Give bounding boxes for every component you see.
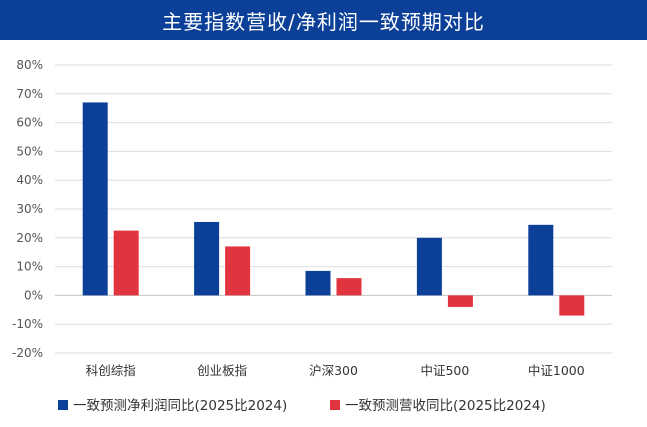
y-tick-label: 80% <box>16 58 43 72</box>
y-axis-tick-labels: -20% -10% 0% 10% 20% 30% 40% 50% 60% 70% 80% <box>12 58 43 360</box>
y-tick-label: 20% <box>16 231 43 245</box>
y-tick-label: -20% <box>12 346 43 360</box>
legend: 一致预测净利润同比(2025比2024) 一致预测营收同比(2025比2024) <box>58 398 546 414</box>
bar-revenue <box>559 295 585 316</box>
legend-swatch <box>58 400 68 410</box>
y-tick-label: 40% <box>16 173 43 187</box>
bar-net-profit <box>416 237 442 296</box>
chart-title: 主要指数营收/净利润一致预期对比 <box>162 9 485 34</box>
bar-net-profit <box>194 221 220 296</box>
x-axis-category-labels: 科创综指 创业板指 沪深300 中证500 中证1000 <box>86 363 585 378</box>
x-category-label: 创业板指 <box>197 363 247 378</box>
y-tick-label: 30% <box>16 202 43 216</box>
bar-net-profit <box>82 102 108 296</box>
x-category-label: 中证500 <box>420 363 469 378</box>
y-tick-label: 10% <box>16 260 43 274</box>
legend-label: 一致预测营收同比(2025比2024) <box>345 398 546 414</box>
bar-chart: -20% -10% 0% 10% 20% 30% 40% 50% 60% 70% 80% 科创综指 创… <box>12 58 612 414</box>
bar-revenue <box>225 246 251 296</box>
legend-label: 一致预测净利润同比(2025比2024) <box>73 398 287 414</box>
x-category-label: 科创综指 <box>86 363 136 378</box>
x-category-label: 中证1000 <box>528 363 585 378</box>
chart-title-bar: 主要指数营收/净利润一致预期对比 <box>0 0 647 40</box>
bar-revenue <box>113 230 139 296</box>
bar-revenue <box>447 295 473 307</box>
bar-net-profit <box>528 224 554 296</box>
y-tick-label: 0% <box>24 288 43 302</box>
legend-swatch <box>330 400 340 410</box>
gridlines <box>55 64 612 354</box>
y-tick-label: 50% <box>16 144 43 158</box>
x-category-label: 沪深300 <box>309 363 358 378</box>
y-tick-label: 60% <box>16 116 43 130</box>
bar-revenue <box>336 278 362 296</box>
bar-net-profit <box>305 270 331 296</box>
y-tick-label: 70% <box>16 87 43 101</box>
bars <box>82 102 585 316</box>
y-tick-label: -10% <box>12 317 43 331</box>
